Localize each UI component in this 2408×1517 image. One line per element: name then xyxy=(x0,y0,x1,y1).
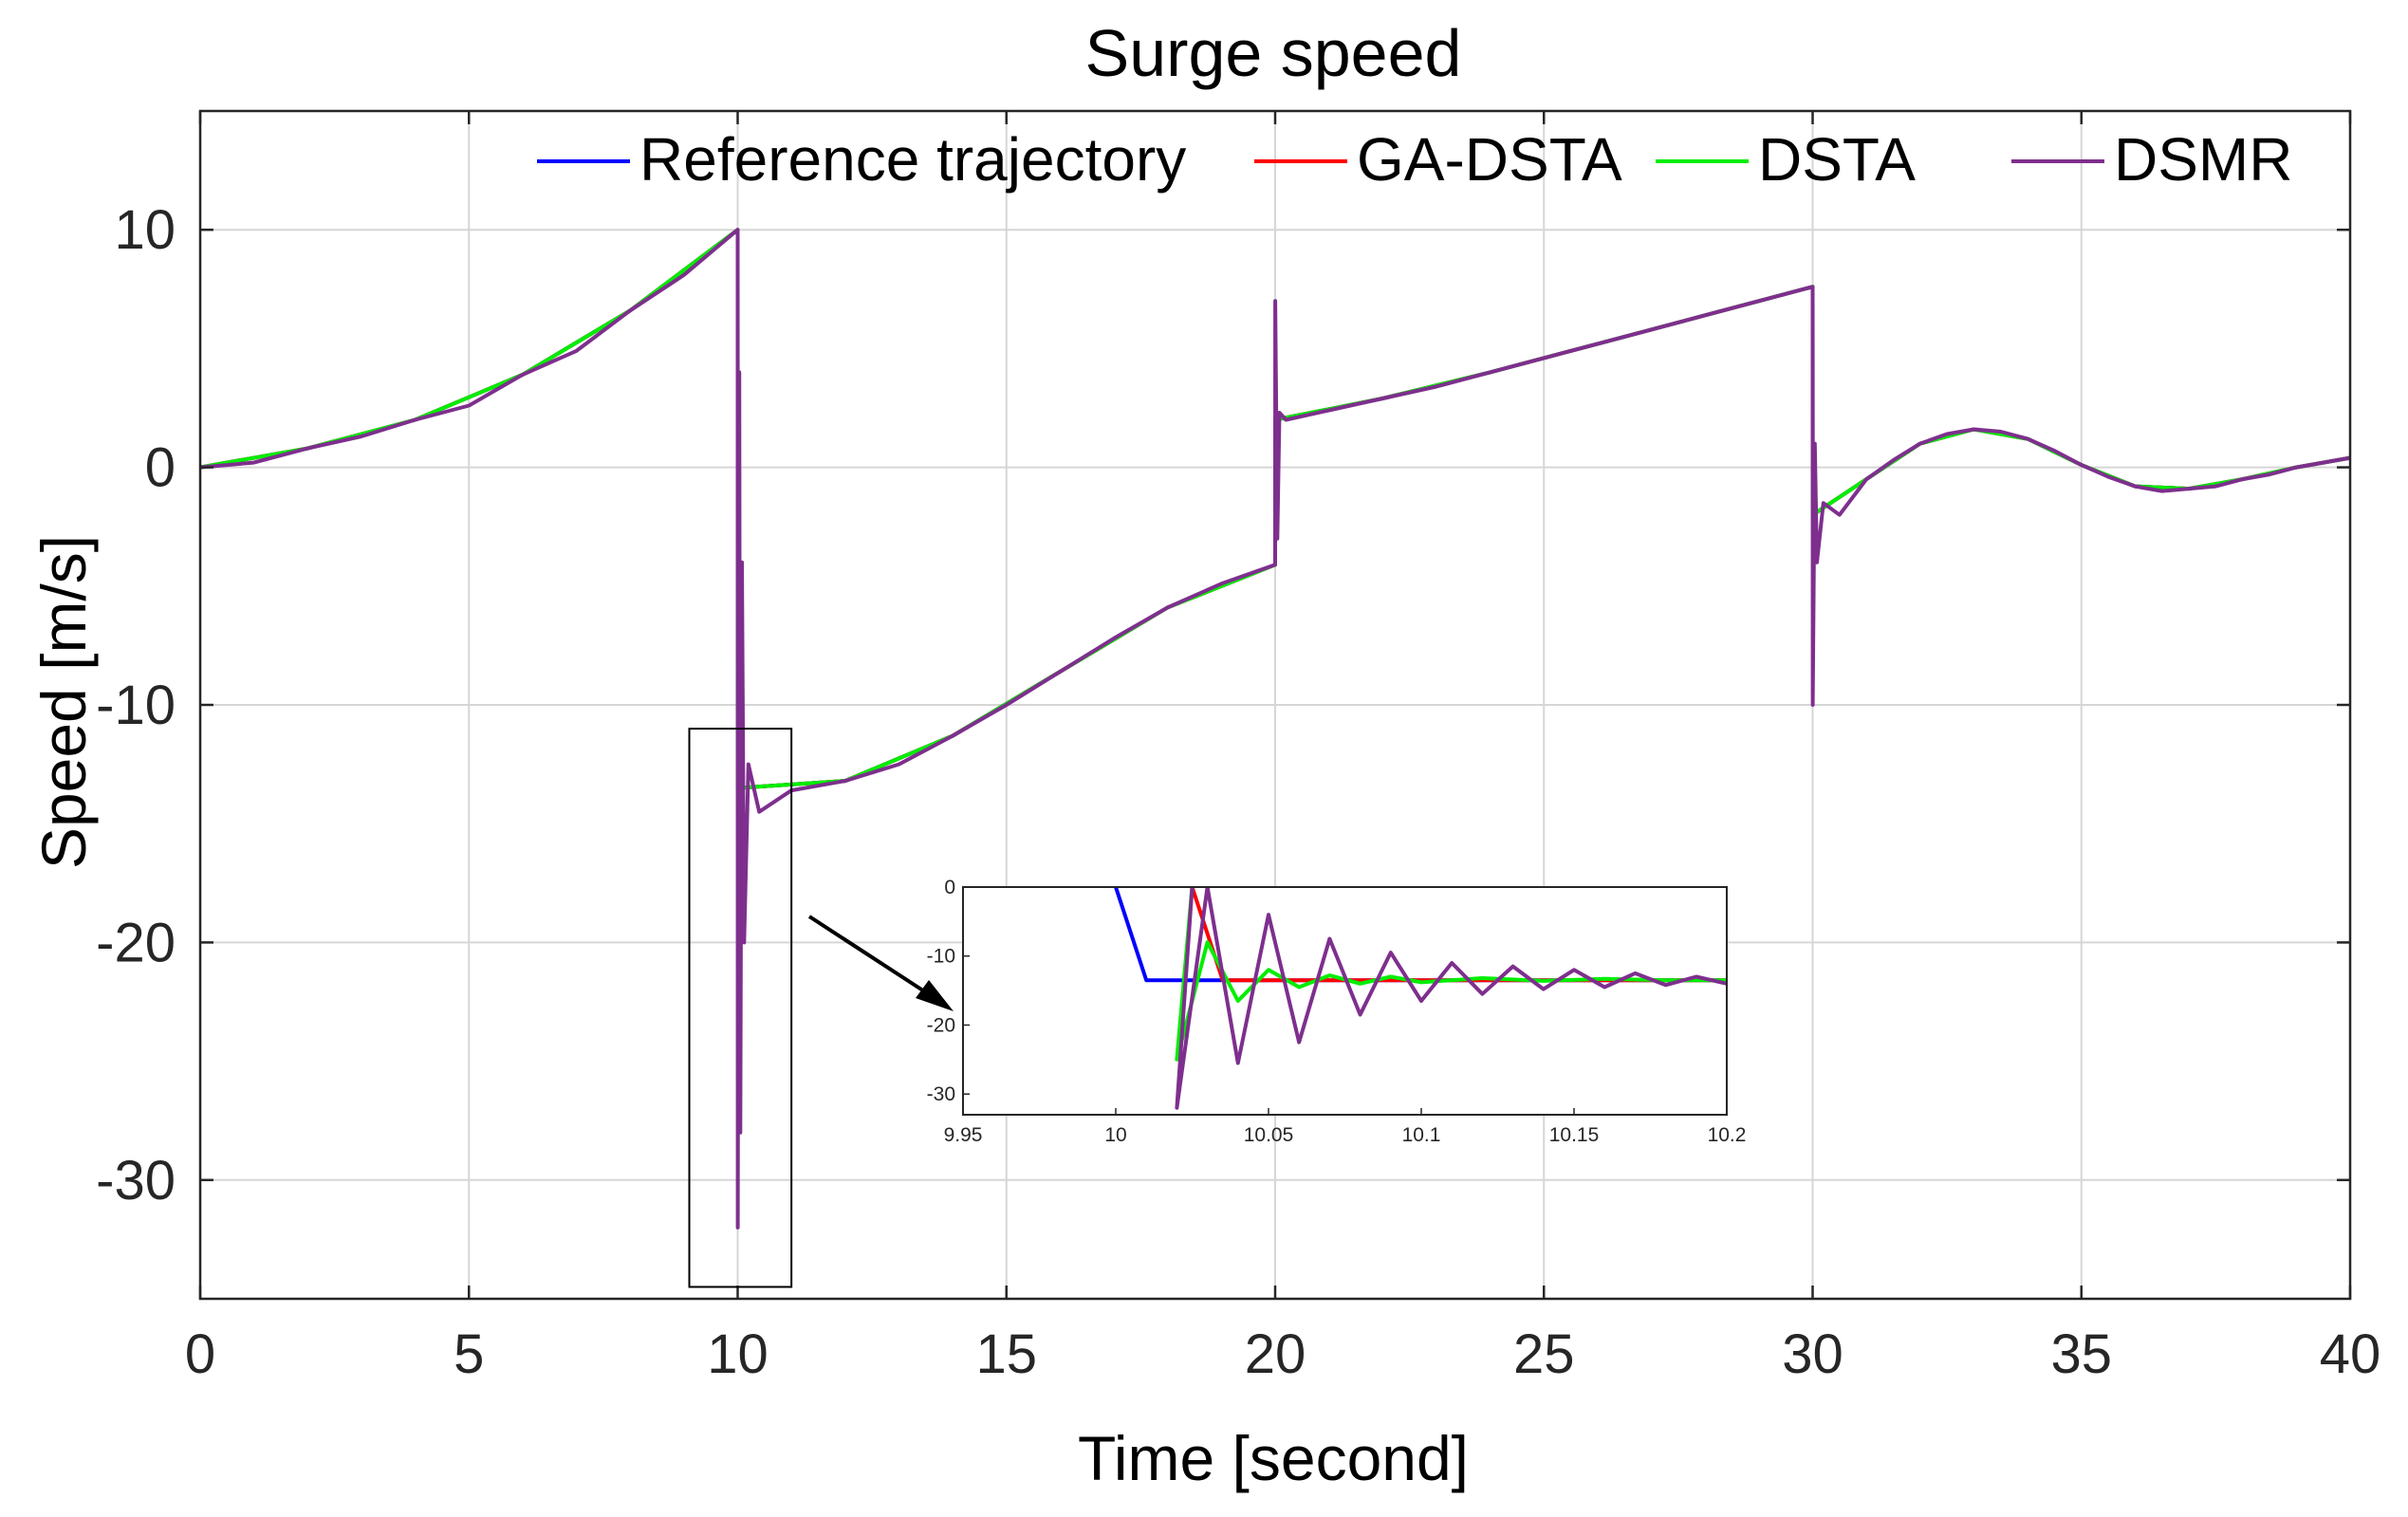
inset-x-tick-label: 10.1 xyxy=(1402,1124,1441,1146)
x-tick-label: 5 xyxy=(454,1323,484,1385)
grid xyxy=(199,111,2351,1299)
inset-x-tick-label: 10 xyxy=(1104,1124,1126,1146)
x-tick-label: 25 xyxy=(1513,1323,1575,1385)
x-tick-label: 30 xyxy=(1782,1323,1843,1385)
legend-item: DSMR xyxy=(2011,125,2292,194)
tick-labels: 0 5 10 15 20 25 30 35 40 10 0 -10 -20 -30 xyxy=(96,111,2380,1385)
x-tick-label: 20 xyxy=(1245,1323,1306,1385)
inset-x-tick-label: 10.15 xyxy=(1549,1124,1600,1146)
x-tick-label: 40 xyxy=(2320,1323,2381,1385)
legend-label: DSMR xyxy=(2114,125,2292,194)
x-tick-label: 35 xyxy=(2050,1323,2112,1385)
legend: Reference trajectory GA-DSTA DSTA DSMR xyxy=(537,125,2292,194)
legend-label: DSTA xyxy=(1758,125,1916,194)
legend-item: GA-DSTA xyxy=(1254,125,1622,194)
inset-y-tick-label: -20 xyxy=(927,1014,955,1036)
y-tick-label: 0 xyxy=(145,437,176,499)
x-axis-label: Time [second] xyxy=(1078,1423,1469,1493)
legend-label: GA-DSTA xyxy=(1357,125,1622,194)
series-group xyxy=(199,228,2351,1230)
x-tick-label: 10 xyxy=(707,1323,769,1385)
chart-title: Surge speed xyxy=(1085,16,1462,90)
inset-series-line-dsta xyxy=(1175,887,1727,1062)
y-tick-label: -30 xyxy=(96,1150,176,1212)
inset-series-line-dsmr xyxy=(1175,887,1727,1110)
inset-x-tick-label: 9.95 xyxy=(944,1124,983,1146)
inset-x-tick-label: 10.2 xyxy=(1708,1124,1747,1146)
inset-y-tick-label: -10 xyxy=(927,946,955,968)
inset-plot: 9.95 10 10.05 10.1 10.15 10.2 0 -10 -20 -30 xyxy=(927,877,1747,1146)
x-tick-label: 15 xyxy=(975,1323,1037,1385)
y-tick-label: -10 xyxy=(96,675,176,736)
series-line-dsmr xyxy=(199,228,2351,1230)
y-tick-label: 10 xyxy=(114,199,176,261)
legend-item: Reference trajectory xyxy=(537,125,1186,194)
zoom-region-box xyxy=(688,728,793,1288)
inset-y-tick-label: 0 xyxy=(944,877,955,898)
zoom-arrow xyxy=(807,915,954,1011)
legend-item: DSTA xyxy=(1656,125,1916,194)
y-tick-label: -20 xyxy=(96,912,176,973)
y-axis-label: Speed [m/s] xyxy=(28,535,99,869)
legend-label: Reference trajectory xyxy=(639,125,1186,194)
inset-x-tick-label: 10.05 xyxy=(1244,1124,1294,1146)
inset-y-tick-label: -30 xyxy=(927,1083,955,1105)
x-tick-label: 0 xyxy=(185,1323,215,1385)
